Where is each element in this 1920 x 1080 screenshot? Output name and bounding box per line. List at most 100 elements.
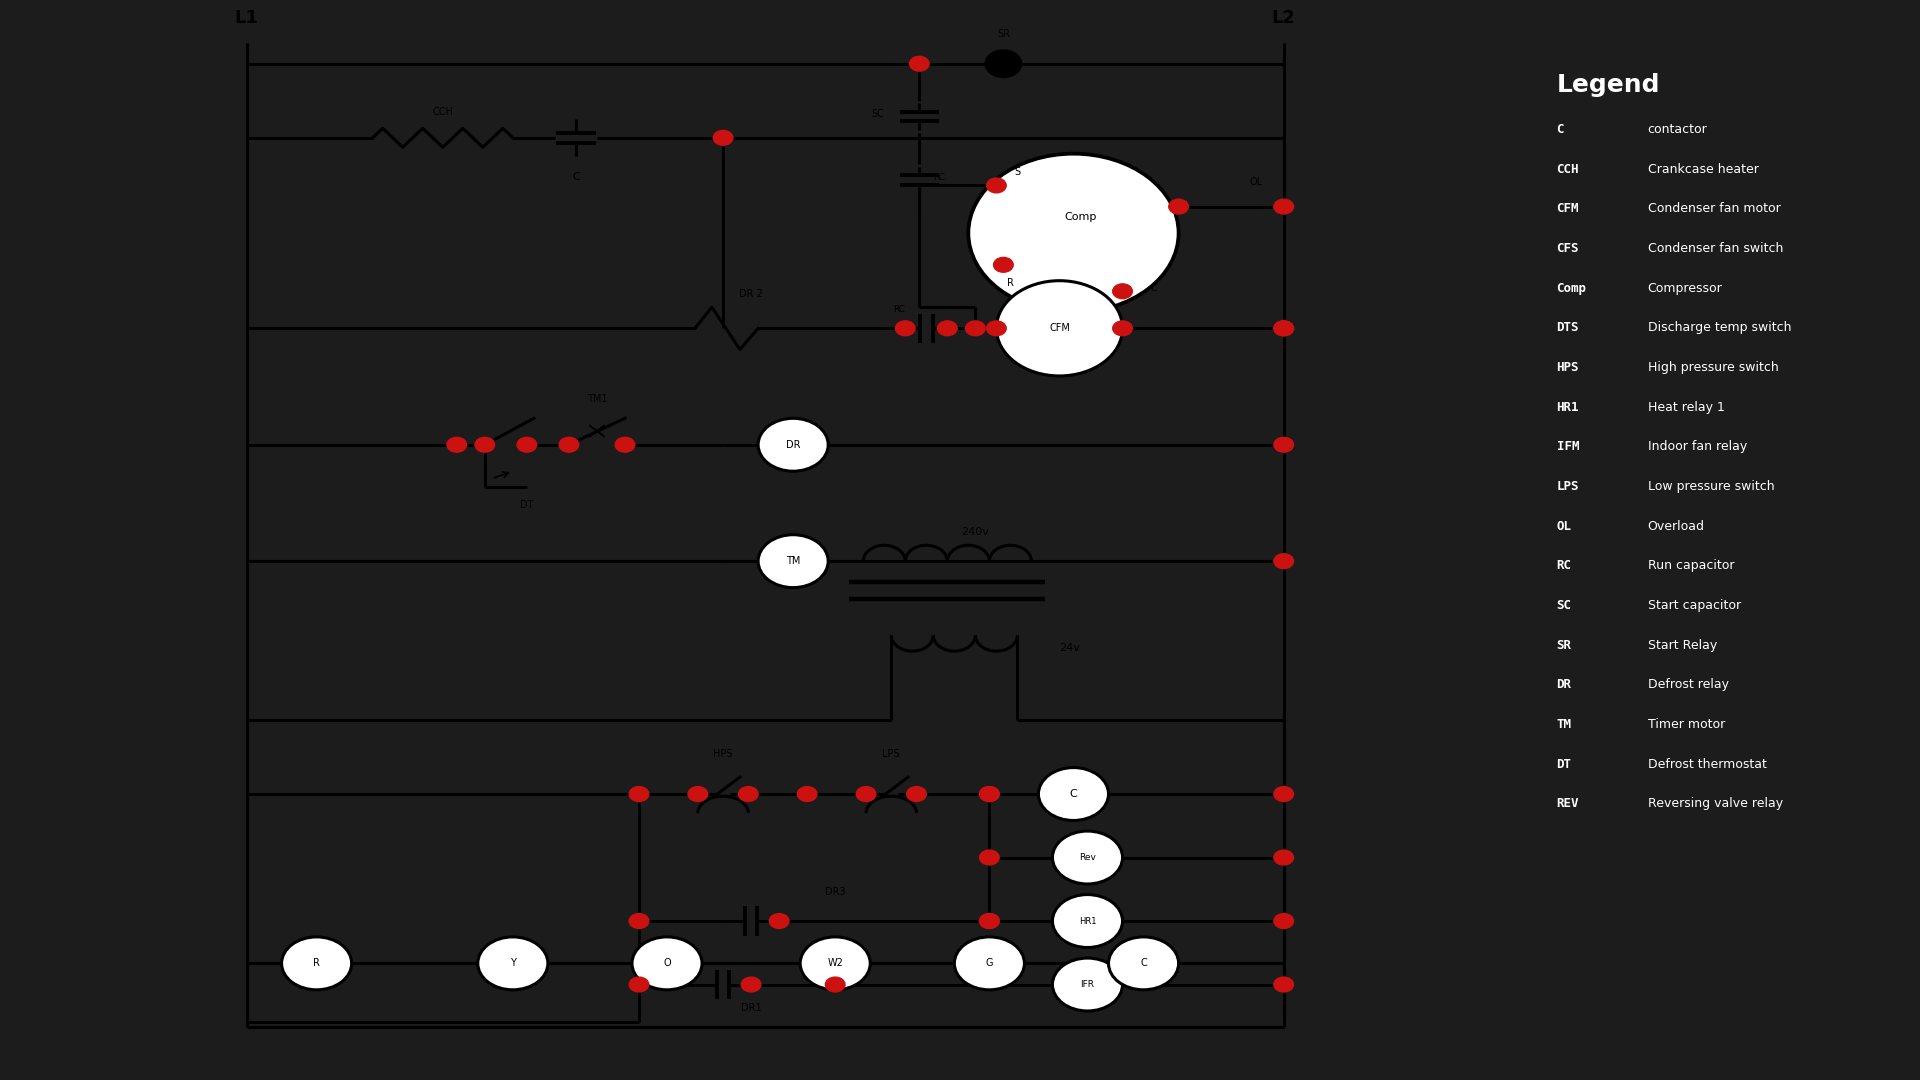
Circle shape [937, 321, 958, 336]
Text: CFS: CFS [1557, 242, 1578, 255]
Circle shape [1273, 199, 1294, 214]
Circle shape [979, 786, 998, 801]
Circle shape [979, 914, 998, 929]
Circle shape [797, 786, 818, 801]
Circle shape [1273, 321, 1294, 336]
Circle shape [474, 437, 495, 453]
Circle shape [1039, 768, 1108, 821]
Circle shape [993, 257, 1014, 272]
Circle shape [758, 535, 828, 588]
Text: Defrost thermostat: Defrost thermostat [1647, 758, 1766, 771]
Circle shape [968, 153, 1179, 312]
Circle shape [906, 786, 925, 801]
Text: CCH: CCH [432, 107, 453, 117]
Text: contactor: contactor [1647, 123, 1707, 136]
Text: L2: L2 [1271, 9, 1296, 27]
Text: L1: L1 [234, 9, 259, 27]
Text: C: C [1069, 789, 1077, 799]
Circle shape [559, 437, 578, 453]
Text: Comp: Comp [1064, 212, 1096, 222]
Text: Defrost relay: Defrost relay [1647, 678, 1728, 691]
Circle shape [966, 321, 985, 336]
Text: CFM: CFM [1557, 202, 1578, 215]
Circle shape [478, 936, 547, 989]
Text: RC: RC [1557, 559, 1572, 572]
Circle shape [979, 850, 998, 865]
Circle shape [856, 786, 876, 801]
Text: Low pressure switch: Low pressure switch [1647, 480, 1774, 494]
Text: SC: SC [1557, 599, 1572, 612]
Text: TM1: TM1 [588, 394, 607, 404]
Circle shape [687, 786, 708, 801]
Text: SR: SR [1557, 638, 1572, 651]
Circle shape [630, 786, 649, 801]
Circle shape [954, 936, 1025, 989]
Circle shape [632, 936, 703, 989]
Circle shape [1169, 199, 1188, 214]
Circle shape [1273, 914, 1294, 929]
Circle shape [895, 321, 916, 336]
Circle shape [987, 178, 1006, 193]
Text: Rev: Rev [1079, 853, 1096, 862]
Text: LPS: LPS [1557, 480, 1578, 494]
Circle shape [985, 50, 1021, 78]
Text: Discharge temp switch: Discharge temp switch [1647, 322, 1791, 335]
Text: DT: DT [1557, 758, 1572, 771]
Text: R: R [1006, 278, 1014, 288]
Text: TM: TM [785, 556, 801, 566]
Text: Y: Y [511, 958, 516, 969]
Text: S: S [1014, 166, 1020, 177]
Text: OL: OL [1250, 177, 1261, 188]
Circle shape [770, 914, 789, 929]
Text: High pressure switch: High pressure switch [1647, 361, 1778, 374]
Text: Condenser fan switch: Condenser fan switch [1647, 242, 1784, 255]
Text: RC: RC [893, 306, 906, 314]
Circle shape [987, 321, 1006, 336]
Text: TM: TM [1557, 718, 1572, 731]
Circle shape [1052, 894, 1123, 947]
Text: CFM: CFM [1048, 323, 1069, 334]
Text: R: R [313, 958, 321, 969]
Text: C: C [572, 172, 580, 183]
Circle shape [516, 437, 538, 453]
Text: O: O [662, 958, 670, 969]
Text: Compressor: Compressor [1647, 282, 1722, 295]
Text: Run capacitor: Run capacitor [1647, 559, 1734, 572]
Text: LPS: LPS [883, 748, 900, 759]
Circle shape [1273, 786, 1294, 801]
Circle shape [282, 936, 351, 989]
Text: Condenser fan motor: Condenser fan motor [1647, 202, 1780, 215]
Text: RC: RC [933, 173, 945, 183]
Circle shape [741, 977, 760, 991]
Circle shape [910, 56, 929, 71]
Text: DR: DR [785, 440, 801, 449]
Text: DT: DT [520, 500, 534, 510]
Text: CCH: CCH [1557, 163, 1578, 176]
Text: Heat relay 1: Heat relay 1 [1647, 401, 1724, 414]
Circle shape [758, 418, 828, 471]
Text: HPS: HPS [1557, 361, 1578, 374]
Text: HR1: HR1 [1079, 917, 1096, 926]
Text: 24v: 24v [1060, 643, 1081, 653]
Text: C: C [1557, 123, 1565, 136]
Text: G: G [985, 958, 993, 969]
Text: Start capacitor: Start capacitor [1647, 599, 1741, 612]
Text: 240v: 240v [962, 527, 989, 537]
Text: OL: OL [1557, 519, 1572, 532]
Text: REV: REV [1557, 797, 1578, 810]
Circle shape [1052, 958, 1123, 1011]
Text: DTS: DTS [1557, 322, 1578, 335]
Circle shape [1108, 936, 1179, 989]
Circle shape [630, 977, 649, 991]
Circle shape [801, 936, 870, 989]
Text: W2: W2 [828, 958, 843, 969]
Circle shape [1052, 832, 1123, 883]
Text: Reversing valve relay: Reversing valve relay [1647, 797, 1784, 810]
Circle shape [614, 437, 636, 453]
Text: C: C [1150, 283, 1158, 294]
Text: HPS: HPS [714, 748, 733, 759]
Text: Legend: Legend [1557, 72, 1661, 96]
Text: Indoor fan relay: Indoor fan relay [1647, 441, 1747, 454]
Text: DR 2: DR 2 [739, 288, 762, 298]
Circle shape [447, 437, 467, 453]
